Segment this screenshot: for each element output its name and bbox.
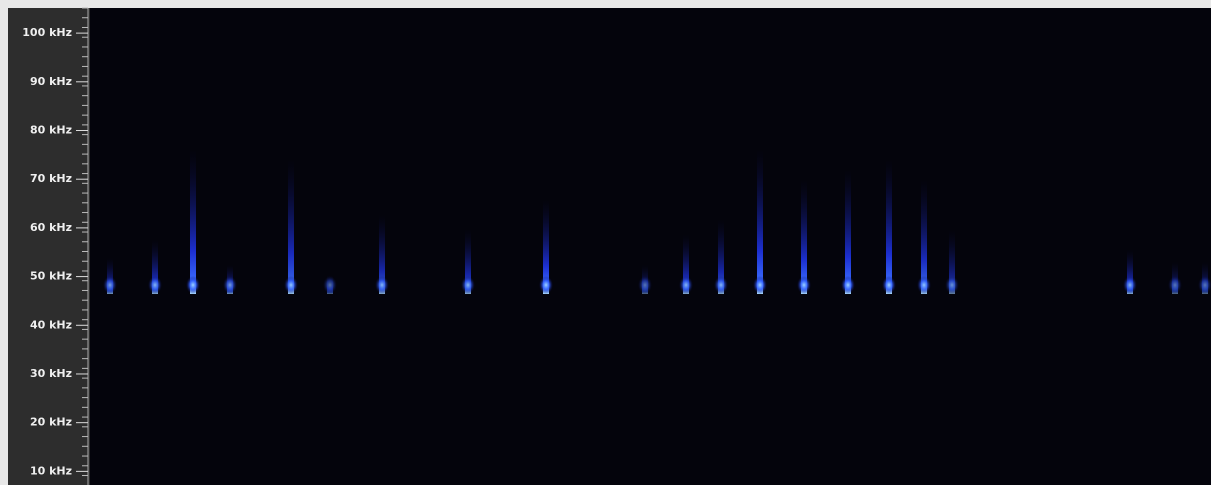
call-peak [797, 276, 811, 294]
call-peak [284, 276, 298, 294]
y-tick-label: 20 kHz [30, 416, 72, 429]
call-peak [375, 276, 389, 294]
call-peak [753, 276, 767, 294]
call-peak [945, 276, 959, 294]
call-peak [103, 276, 117, 294]
y-tick-label: 100 kHz [22, 26, 72, 39]
call-peak [148, 276, 162, 294]
call-peak [539, 276, 553, 294]
spectrogram-view: 100 kHz 90 kHz 80 kHz 70 kHz 60 kHz 50 kHz 40 … [0, 0, 1211, 485]
y-tick-label: 70 kHz [30, 172, 72, 185]
call-streak [886, 160, 892, 294]
call-peak [679, 276, 693, 294]
call-peak [1168, 276, 1182, 294]
call-streak [757, 150, 763, 294]
y-tick-label: 60 kHz [30, 221, 72, 234]
call-streak [288, 160, 294, 294]
call-peak [714, 276, 728, 294]
y-tick-label: 80 kHz [30, 124, 72, 137]
y-tick-label: 30 kHz [30, 367, 72, 380]
call-streak [190, 150, 196, 294]
page: 100 kHz 90 kHz 80 kHz 70 kHz 60 kHz 50 kHz 40 … [0, 0, 1211, 485]
y-tick-label: 10 kHz [30, 464, 72, 477]
call-peak [841, 276, 855, 294]
call-peak [323, 276, 337, 294]
call-peak [882, 276, 896, 294]
call-peak [223, 276, 237, 294]
call-peak [186, 276, 200, 294]
call-peak [1123, 276, 1137, 294]
plot-area [90, 8, 1211, 485]
call-peak [638, 276, 652, 294]
y-tick-label: 40 kHz [30, 318, 72, 331]
y-tick-label: 50 kHz [30, 270, 72, 283]
call-streak [845, 170, 851, 294]
call-peak [461, 276, 475, 294]
call-peak [917, 276, 931, 294]
y-tick-label: 90 kHz [30, 75, 72, 88]
